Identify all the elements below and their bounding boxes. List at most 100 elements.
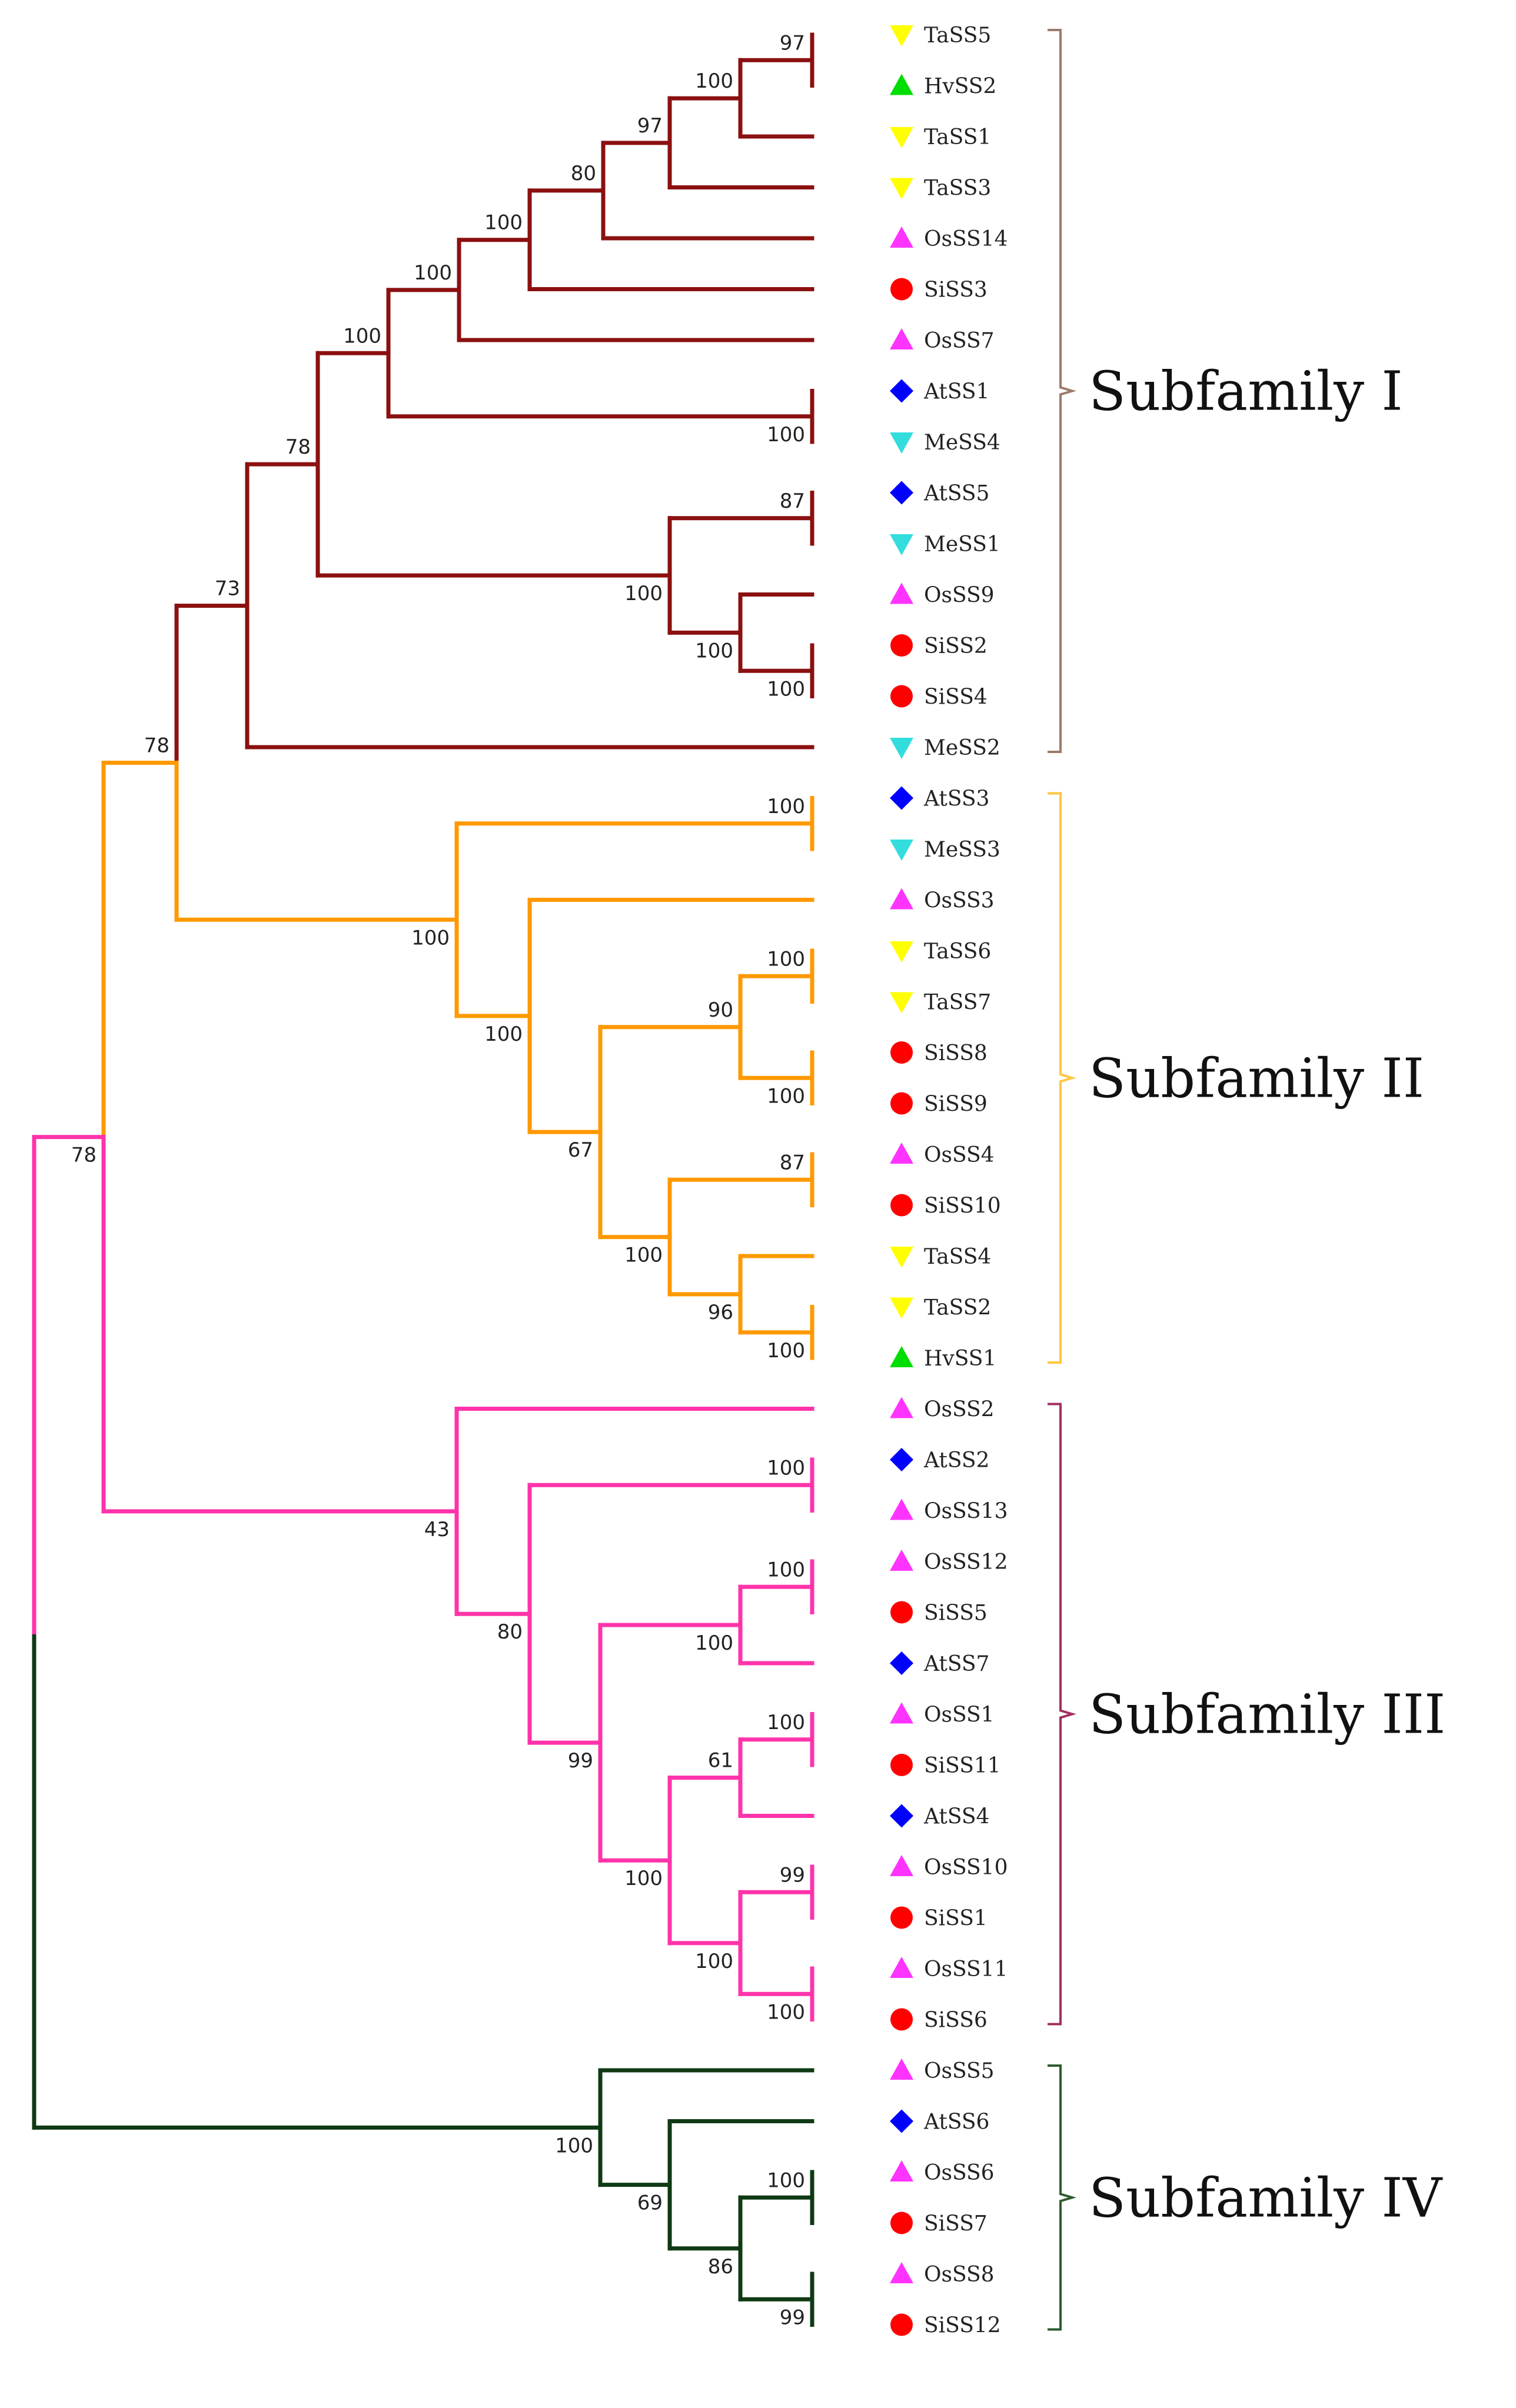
bootstrap-value: 100: [767, 2169, 805, 2192]
species-marker-os-icon: [890, 1498, 913, 1520]
bootstrap-value: 90: [708, 998, 733, 1022]
species-marker-me-icon: [890, 840, 913, 861]
leaf-label: MeSS1: [924, 532, 1000, 557]
leaf-label: SiSS11: [924, 1754, 1001, 1778]
leaf-label: OsSS11: [924, 1957, 1008, 1981]
species-marker-os-icon: [890, 1702, 913, 1724]
leaf-label: OsSS10: [924, 1856, 1008, 1880]
bootstrap-value: 100: [695, 639, 733, 662]
bootstrap-value: 100: [695, 69, 733, 93]
species-marker-me-icon: [890, 534, 913, 555]
bootstrap-value: 100: [767, 947, 805, 971]
leaf-label: OsSS6: [924, 2161, 995, 2185]
leaf-label: TaSS7: [924, 991, 991, 1015]
leaf-label: SiSS2: [924, 634, 988, 658]
species-marker-os-icon: [890, 888, 913, 910]
species-marker-si-icon: [890, 1092, 913, 1115]
subfamily-bracket-i: [1048, 29, 1076, 753]
species-marker-at-icon: [890, 786, 913, 810]
species-marker-me-icon: [890, 432, 913, 454]
species-marker-at-icon: [890, 379, 913, 403]
species-marker-hv-icon: [890, 74, 913, 95]
leaf-label: HvSS1: [924, 1347, 996, 1371]
leaf-label: AtSS2: [923, 1448, 989, 1473]
leaf-label: SiSS9: [924, 1093, 988, 1117]
bootstrap-value: 100: [767, 1558, 805, 1581]
species-marker-os-icon: [890, 1397, 913, 1418]
bootstrap-value: 86: [708, 2255, 733, 2279]
leaf-label: SiSS1: [924, 1907, 988, 1931]
leaf-label: MeSS2: [924, 736, 1000, 760]
subfamily-bracket-iii: [1048, 1403, 1076, 2026]
bootstrap-value: 100: [484, 211, 523, 235]
leaf-label: TaSS4: [924, 1245, 991, 1269]
leaf-label: OsSS14: [924, 227, 1008, 251]
leaf-label: OsSS3: [924, 889, 995, 913]
species-marker-os-icon: [890, 227, 913, 248]
species-marker-si-icon: [890, 2313, 913, 2336]
bootstrap-value: 87: [780, 1151, 805, 1174]
bootstrap-values: 97 100 97 80 100 100 100 100 87 100 100 100 78 73 100 1…: [71, 31, 805, 2329]
bootstrap-value: 100: [411, 926, 450, 950]
subfamily-label-i: Subfamily I: [1089, 360, 1403, 423]
bootstrap-value: 100: [767, 1084, 805, 1108]
leaf-label: TaSS5: [924, 24, 991, 48]
species-marker-os-icon: [890, 582, 913, 604]
species-marker-ta-icon: [890, 1247, 913, 1268]
leaf-label: SiSS8: [924, 1041, 988, 1065]
species-marker-si-icon: [890, 1601, 913, 1624]
leaf-label: TaSS3: [924, 176, 991, 201]
bootstrap-value: 100: [624, 582, 663, 605]
bootstrap-value: 100: [695, 1631, 733, 1655]
leaf-label: OsSS9: [924, 584, 995, 608]
species-marker-si-icon: [890, 685, 913, 708]
leaf-label: SiSS7: [924, 2212, 988, 2236]
species-marker-si-icon: [890, 634, 913, 657]
leaf-label: OsSS4: [924, 1143, 995, 1167]
species-marker-os-icon: [890, 1143, 913, 1164]
leaf-label: TaSS2: [924, 1296, 991, 1320]
bootstrap-value: 99: [568, 1749, 593, 1773]
bootstrap-value: 100: [767, 1339, 805, 1363]
species-marker-at-icon: [890, 1651, 913, 1675]
subfamily-bracket-ii: [1048, 792, 1076, 1364]
species-marker-si-icon: [890, 1041, 913, 1064]
bootstrap-value: 100: [555, 2134, 593, 2157]
species-marker-ta-icon: [890, 1297, 913, 1319]
leaf-label: AtSS1: [923, 380, 989, 404]
bootstrap-value: 100: [767, 2000, 805, 2024]
species-marker-os-icon: [890, 1550, 913, 1571]
species-marker-ta-icon: [890, 25, 913, 46]
bootstrap-value: 73: [215, 577, 240, 601]
bootstrap-value: 43: [424, 1518, 450, 1541]
bootstrap-value: 97: [637, 114, 663, 138]
bootstrap-value: 100: [767, 1456, 805, 1480]
leaf-label: SiSS5: [924, 1601, 988, 1626]
species-marker-os-icon: [890, 1957, 913, 1978]
leaf-label: AtSS4: [923, 1805, 989, 1829]
bootstrap-value: 99: [780, 1863, 805, 1887]
species-marker-os-icon: [890, 2059, 913, 2080]
leaf-label: AtSS7: [923, 1652, 989, 1676]
species-marker-ta-icon: [890, 992, 913, 1014]
leaf-label: HvSS2: [924, 75, 996, 99]
bootstrap-value: 100: [343, 324, 381, 348]
subfamily-brackets: Subfamily I Subfamily II Subfamily III Subf…: [1048, 29, 1445, 2331]
species-marker-at-icon: [890, 1448, 913, 1471]
leaf-label: SiSS3: [924, 278, 988, 302]
species-marker-ta-icon: [890, 127, 913, 148]
leaf-label: MeSS4: [924, 431, 1000, 455]
bootstrap-value: 78: [285, 435, 311, 459]
species-marker-at-icon: [890, 481, 913, 505]
subfamily-label-iii: Subfamily III: [1089, 1683, 1445, 1746]
leaf-label: OsSS7: [924, 329, 995, 353]
leaf-label: AtSS6: [923, 2110, 989, 2134]
bootstrap-value: 100: [414, 261, 452, 285]
bootstrap-value: 100: [695, 1950, 733, 1973]
leaf-labels: TaSS5 HvSS2 TaSS1 TaSS3 OsSS14 SiSS3 OsSS7 AtSS…: [890, 24, 1008, 2338]
leaf-label: MeSS3: [924, 838, 1000, 862]
bootstrap-value: 99: [780, 2306, 805, 2329]
species-marker-si-icon: [890, 2008, 913, 2031]
species-marker-hv-icon: [890, 1346, 913, 1367]
